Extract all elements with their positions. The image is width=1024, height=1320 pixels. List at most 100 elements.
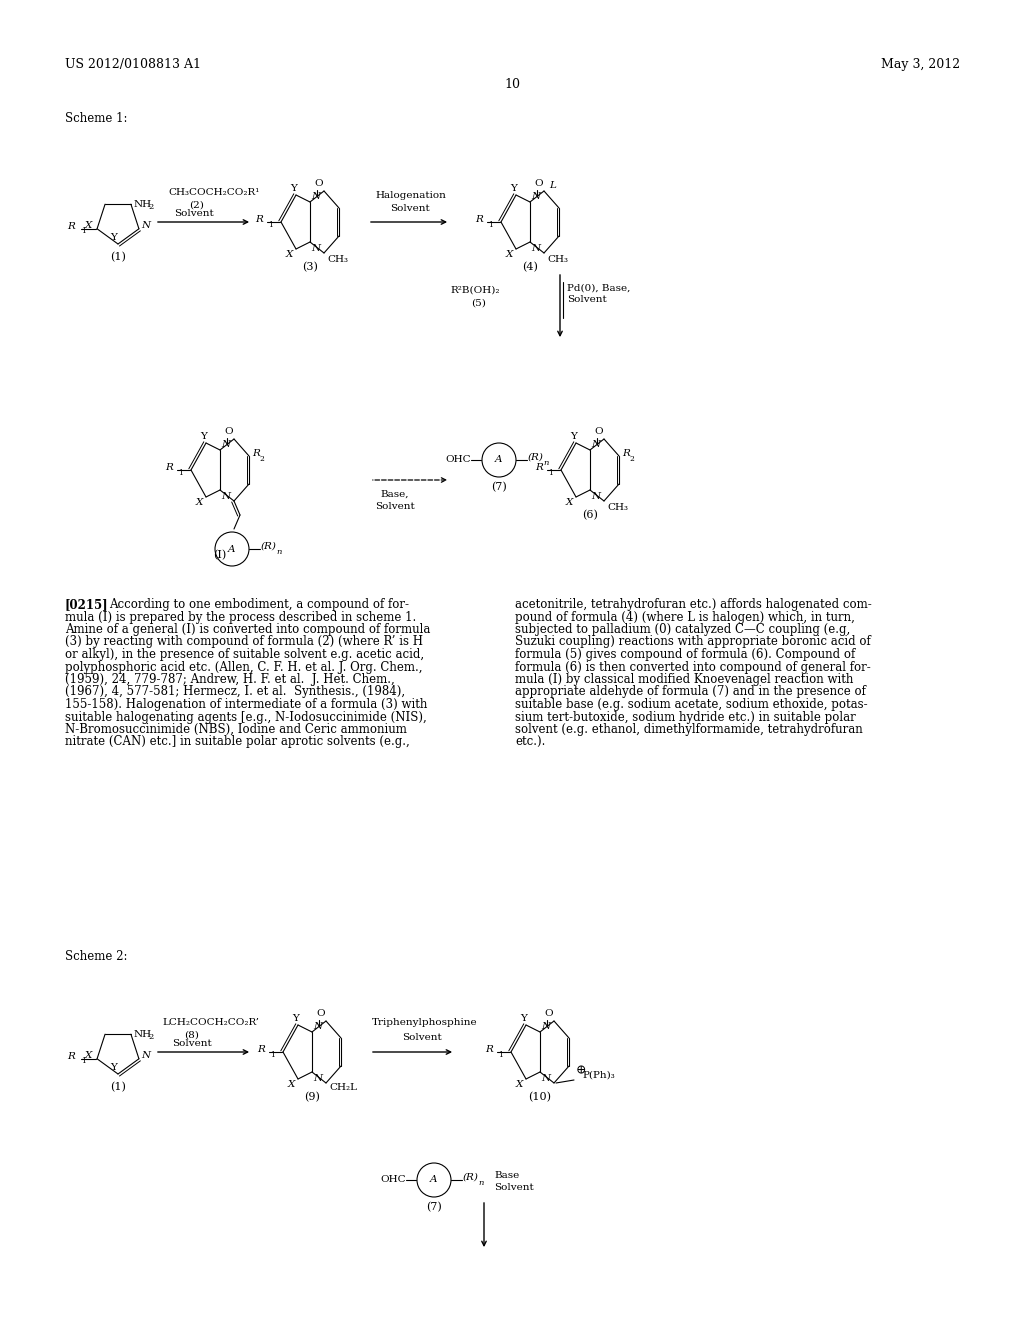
Text: n: n [276, 548, 282, 556]
Text: N-Bromosuccinimide (NBS), Iodine and Ceric ammonium: N-Bromosuccinimide (NBS), Iodine and Cer… [65, 723, 407, 737]
Text: (1967), 4, 577-581; Hermecz, I. et al.  Synthesis., (1984),: (1967), 4, 577-581; Hermecz, I. et al. S… [65, 685, 406, 698]
Text: Solvent: Solvent [567, 296, 607, 305]
Text: (R): (R) [528, 453, 544, 462]
Text: formula (5) gives compound of formula (6). Compound of: formula (5) gives compound of formula (6… [515, 648, 855, 661]
Text: O: O [535, 180, 544, 189]
Text: N: N [311, 191, 321, 201]
Text: May 3, 2012: May 3, 2012 [881, 58, 961, 71]
Text: CH₃: CH₃ [607, 503, 628, 512]
Text: X: X [196, 498, 203, 507]
Text: polyphosphoric acid etc. (Allen, C. F. H. et al. J. Org. Chem.,: polyphosphoric acid etc. (Allen, C. F. H… [65, 660, 423, 673]
Text: N: N [541, 1022, 550, 1031]
Text: n: n [478, 1179, 483, 1187]
Text: A: A [228, 544, 236, 553]
Text: (8): (8) [184, 1031, 200, 1040]
Text: 1: 1 [488, 220, 493, 228]
Text: NH: NH [134, 1030, 152, 1039]
Text: N: N [591, 440, 600, 449]
Text: 1: 1 [81, 1057, 86, 1065]
Text: R: R [536, 463, 543, 473]
Text: OHC: OHC [380, 1176, 406, 1184]
Text: X: X [286, 249, 293, 259]
Text: X: X [565, 498, 573, 507]
Text: NH: NH [134, 199, 152, 209]
Text: R: R [485, 1045, 493, 1055]
Text: L: L [549, 181, 556, 190]
Text: 1: 1 [81, 227, 86, 235]
Text: Y: Y [511, 183, 517, 193]
Text: R: R [68, 1052, 75, 1061]
Text: LCH₂COCH₂CO₂R’: LCH₂COCH₂CO₂R’ [162, 1018, 259, 1027]
Text: (R): (R) [261, 541, 276, 550]
Text: (2): (2) [189, 201, 205, 210]
Text: O: O [316, 1010, 326, 1019]
Text: A: A [496, 455, 503, 465]
Text: (I): (I) [213, 550, 226, 560]
Text: Solvent: Solvent [172, 1039, 212, 1048]
Text: 155-158). Halogenation of intermediate of a formula (3) with: 155-158). Halogenation of intermediate o… [65, 698, 427, 711]
Text: formula (6) is then converted into compound of general for-: formula (6) is then converted into compo… [515, 660, 870, 673]
Text: mula (I) by classical modified Knoevenagel reaction with: mula (I) by classical modified Knoevenag… [515, 673, 853, 686]
Text: 1: 1 [178, 469, 183, 477]
Text: 2: 2 [259, 455, 264, 463]
Text: Halogenation: Halogenation [375, 191, 445, 201]
Text: X: X [85, 1051, 92, 1060]
Text: Solvent: Solvent [375, 502, 415, 511]
Text: R: R [165, 463, 173, 473]
Text: Y: Y [520, 1014, 527, 1023]
Text: Amine of a general (I) is converted into compound of formula: Amine of a general (I) is converted into… [65, 623, 430, 636]
Text: subjected to palladium (0) catalyzed C—C coupling (e.g,: subjected to palladium (0) catalyzed C—C… [515, 623, 850, 636]
Text: R²B(OH)₂: R²B(OH)₂ [450, 285, 500, 294]
Text: N: N [531, 191, 540, 201]
Text: R: R [68, 222, 75, 231]
Text: X: X [288, 1080, 295, 1089]
Text: 2: 2 [148, 1034, 155, 1041]
Text: solvent (e.g. ethanol, dimethylformamide, tetrahydrofuran: solvent (e.g. ethanol, dimethylformamide… [515, 723, 863, 737]
Text: [0215]: [0215] [65, 598, 109, 611]
Text: sium tert-butoxide, sodium hydride etc.) in suitable polar: sium tert-butoxide, sodium hydride etc.)… [515, 710, 856, 723]
Text: or alkyl), in the presence of suitable solvent e.g. acetic acid,: or alkyl), in the presence of suitable s… [65, 648, 424, 661]
Text: Solvent: Solvent [402, 1034, 441, 1041]
Text: N: N [311, 244, 321, 253]
Text: 1: 1 [498, 1051, 503, 1059]
Text: O: O [224, 428, 233, 437]
Text: O: O [545, 1010, 553, 1019]
Text: (3): (3) [302, 261, 317, 272]
Text: appropriate aldehyde of formula (7) and in the presence of: appropriate aldehyde of formula (7) and … [515, 685, 866, 698]
Text: O: O [595, 428, 603, 437]
Text: pound of formula (4) (where L is halogen) which, in turn,: pound of formula (4) (where L is halogen… [515, 610, 855, 623]
Text: R: R [252, 450, 260, 458]
Text: ⊕: ⊕ [575, 1064, 587, 1077]
Text: OHC: OHC [445, 455, 471, 465]
Text: N: N [141, 1051, 151, 1060]
Text: Triphenylphosphine: Triphenylphosphine [372, 1018, 477, 1027]
Text: Scheme 1:: Scheme 1: [65, 112, 128, 125]
Text: N: N [531, 244, 540, 253]
Text: suitable halogenating agents [e.g., N-Iodosuccinimide (NIS),: suitable halogenating agents [e.g., N-Io… [65, 710, 427, 723]
Text: CH₃: CH₃ [327, 255, 348, 264]
Text: R: R [257, 1045, 265, 1055]
Text: Y: Y [111, 234, 118, 242]
Text: (10): (10) [528, 1092, 552, 1102]
Text: N: N [221, 440, 230, 449]
Text: N: N [591, 492, 600, 502]
Text: Y: Y [570, 432, 578, 441]
Text: A: A [430, 1176, 437, 1184]
Text: P(Ph)₃: P(Ph)₃ [582, 1071, 614, 1080]
Text: nitrate (CAN) etc.] in suitable polar aprotic solvents (e.g.,: nitrate (CAN) etc.] in suitable polar ap… [65, 735, 410, 748]
Text: (7): (7) [492, 482, 507, 492]
Text: Suzuki coupling) reactions with appropriate boronic acid of: Suzuki coupling) reactions with appropri… [515, 635, 870, 648]
Text: etc.).: etc.). [515, 735, 546, 748]
Text: Y: Y [111, 1063, 118, 1072]
Text: R: R [255, 215, 263, 224]
Text: (9): (9) [304, 1092, 319, 1102]
Text: CH₃COCH₂CO₂R¹: CH₃COCH₂CO₂R¹ [168, 187, 259, 197]
Text: CH₂L: CH₂L [329, 1082, 357, 1092]
Text: (1959), 24, 779-787; Andrew, H. F. et al.  J. Het. Chem.,: (1959), 24, 779-787; Andrew, H. F. et al… [65, 673, 394, 686]
Text: (R): (R) [463, 1172, 479, 1181]
Text: Base: Base [494, 1171, 519, 1180]
Text: Y: Y [293, 1014, 299, 1023]
Text: 1: 1 [270, 1051, 274, 1059]
Text: US 2012/0108813 A1: US 2012/0108813 A1 [65, 58, 201, 71]
Text: N: N [313, 1022, 323, 1031]
